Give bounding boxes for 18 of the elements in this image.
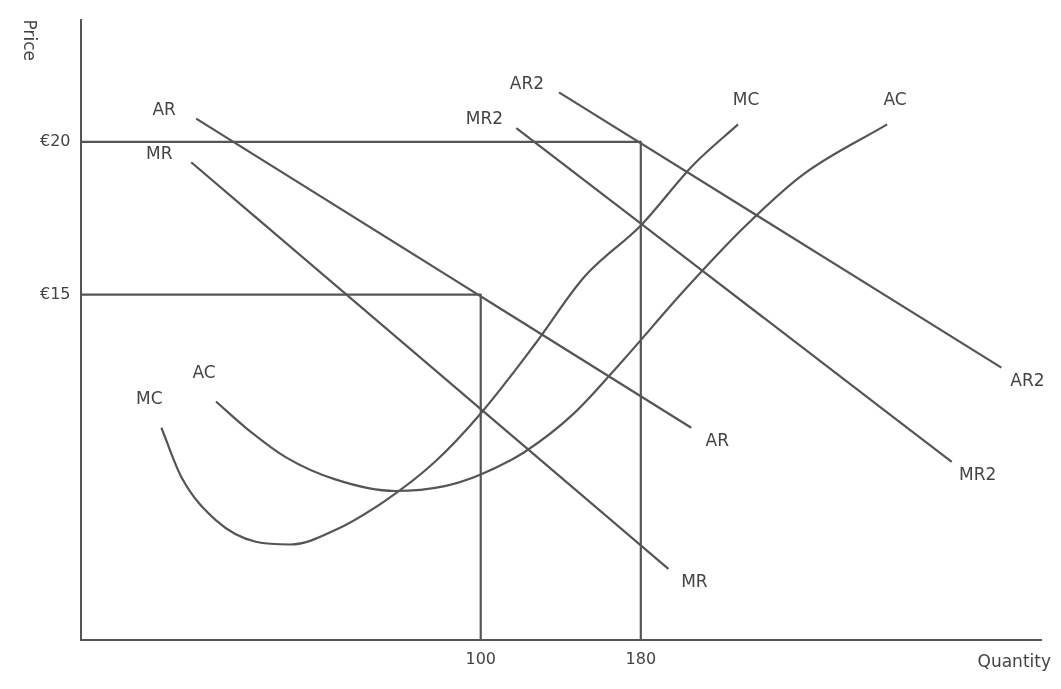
- series-label: MR2: [959, 464, 997, 485]
- y-axis-title: Price: [20, 19, 41, 62]
- x-tick-label: 100: [465, 648, 496, 668]
- text: MC: [136, 388, 163, 409]
- text: AR: [152, 99, 176, 120]
- x-tick-label: 180: [625, 648, 657, 668]
- series-label: MR: [681, 571, 708, 592]
- text: AC: [192, 361, 216, 382]
- text: AR2: [509, 72, 545, 93]
- series-label: AR: [705, 430, 730, 451]
- y-tick-label: €20: [39, 130, 71, 150]
- text: MR2: [465, 108, 503, 129]
- x-axis-title: Quantity: [977, 650, 1051, 671]
- series-label: AR2: [1010, 370, 1045, 391]
- y-tick-label: €15: [39, 283, 71, 303]
- series-label: AC: [883, 88, 907, 109]
- text: MR: [145, 142, 173, 163]
- series-label: MC: [732, 88, 760, 109]
